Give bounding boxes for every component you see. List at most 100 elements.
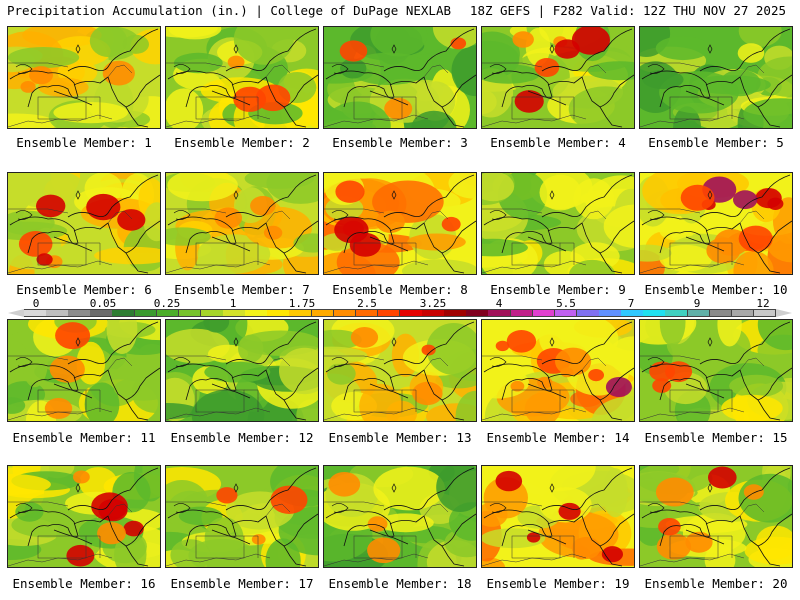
ensemble-member-label: Ensemble Member: 11 <box>12 430 156 445</box>
colorbar-left-arrow <box>8 309 24 317</box>
ensemble-member-label: Ensemble Member: 15 <box>644 430 788 445</box>
map-panel <box>7 319 161 422</box>
colorbar-segment <box>753 309 777 317</box>
map-panel <box>165 172 319 275</box>
colorbar-segment <box>422 309 445 317</box>
colorbar-segment <box>687 309 711 317</box>
precip-map <box>166 320 318 421</box>
precip-map <box>482 173 634 274</box>
precip-map <box>8 27 160 128</box>
ensemble-member-label: Ensemble Member: 20 <box>644 576 788 591</box>
colorbar-segment <box>621 309 644 317</box>
colorbar-segment <box>466 309 489 317</box>
colorbar-segment <box>178 309 202 317</box>
map-panel <box>7 465 161 568</box>
colorbar-segment <box>355 309 379 317</box>
colorbar-right-arrow <box>776 309 792 317</box>
colorbar-segment <box>400 309 423 317</box>
map-panel <box>639 26 793 129</box>
header-run-info: 18Z GEFS | F282 Valid: 12Z THU NOV 27 20… <box>469 3 786 18</box>
ensemble-member-label: Ensemble Member: 14 <box>486 430 630 445</box>
precip-map <box>324 27 476 128</box>
map-panel <box>165 465 319 568</box>
map-panel <box>323 465 477 568</box>
colorbar-tick-label: 1.75 <box>288 297 316 310</box>
precip-map <box>8 466 160 567</box>
ensemble-member-label: Ensemble Member: 7 <box>174 282 310 297</box>
precip-map <box>640 27 792 128</box>
map-panel <box>165 319 319 422</box>
precip-map <box>640 320 792 421</box>
colorbar-segment <box>289 309 313 317</box>
colorbar-tick-label: 4 <box>495 297 503 310</box>
colorbar-segment <box>532 309 556 317</box>
colorbar-segment <box>267 309 290 317</box>
colorbar-tick-label: 0.05 <box>89 297 117 310</box>
colorbar-segment <box>665 309 689 317</box>
colorbar-tick-label: 2.5 <box>357 297 377 310</box>
ensemble-member-label: Ensemble Member: 13 <box>328 430 472 445</box>
colorbar-segment <box>599 309 622 317</box>
colorbar-segment <box>576 309 600 317</box>
map-panel <box>481 319 635 422</box>
map-panel <box>323 26 477 129</box>
ensemble-member-label: Ensemble Member: 1 <box>16 135 152 150</box>
ensemble-member-label: Ensemble Member: 5 <box>648 135 784 150</box>
colorbar-segment <box>156 309 180 317</box>
colorbar-segment <box>68 309 91 317</box>
ensemble-member-label: Ensemble Member: 19 <box>486 576 630 591</box>
colorbar-segment <box>311 309 335 317</box>
colorbar-segment <box>90 309 113 317</box>
colorbar-segment <box>134 309 158 317</box>
ensemble-member-label: Ensemble Member: 16 <box>12 576 156 591</box>
colorbar-tick-label: 1 <box>229 297 237 310</box>
colorbar-tick-label: 0 <box>32 297 40 310</box>
colorbar-segment <box>223 309 246 317</box>
ensemble-member-label: Ensemble Member: 10 <box>644 282 788 297</box>
precip-map <box>482 466 634 567</box>
colorbar-segment <box>731 309 755 317</box>
map-panel <box>323 172 477 275</box>
precip-map <box>640 173 792 274</box>
map-panel <box>481 26 635 129</box>
ensemble-member-label: Ensemble Member: 17 <box>170 576 314 591</box>
precip-map <box>482 320 634 421</box>
precip-map <box>8 320 160 421</box>
colorbar-segment <box>488 309 512 317</box>
colorbar-segment <box>245 309 268 317</box>
precip-map <box>166 173 318 274</box>
precip-map <box>8 173 160 274</box>
precip-map <box>324 466 476 567</box>
map-panel <box>639 319 793 422</box>
colorbar-segment <box>200 309 224 317</box>
colorbar-tick-label: 12 <box>756 297 770 310</box>
map-panel <box>323 319 477 422</box>
map-panel <box>7 172 161 275</box>
colorbar-segment <box>377 309 401 317</box>
colorbar-segment <box>510 309 534 317</box>
ensemble-member-label: Ensemble Member: 8 <box>332 282 468 297</box>
colorbar-tick-label: 3.25 <box>419 297 447 310</box>
colorbar-tick-label: 7 <box>627 297 635 310</box>
ensemble-member-label: Ensemble Member: 9 <box>490 282 626 297</box>
map-panel <box>481 172 635 275</box>
ensemble-member-label: Ensemble Member: 6 <box>16 282 152 297</box>
colorbar-segment <box>333 309 357 317</box>
map-panel <box>7 26 161 129</box>
colorbar-segment <box>444 309 467 317</box>
map-panel <box>165 26 319 129</box>
precip-map <box>324 320 476 421</box>
colorbar-segment <box>709 309 733 317</box>
colorbar-segment <box>643 309 666 317</box>
colorbar-segment <box>554 309 578 317</box>
precip-map <box>640 466 792 567</box>
map-panel <box>639 465 793 568</box>
precip-map <box>324 173 476 274</box>
map-panel <box>639 172 793 275</box>
map-panel <box>481 465 635 568</box>
precip-map <box>482 27 634 128</box>
ensemble-member-label: Ensemble Member: 12 <box>170 430 314 445</box>
colorbar-tick-label: 9 <box>693 297 701 310</box>
colorbar-strip <box>24 309 777 317</box>
colorbar-segment <box>112 309 136 317</box>
